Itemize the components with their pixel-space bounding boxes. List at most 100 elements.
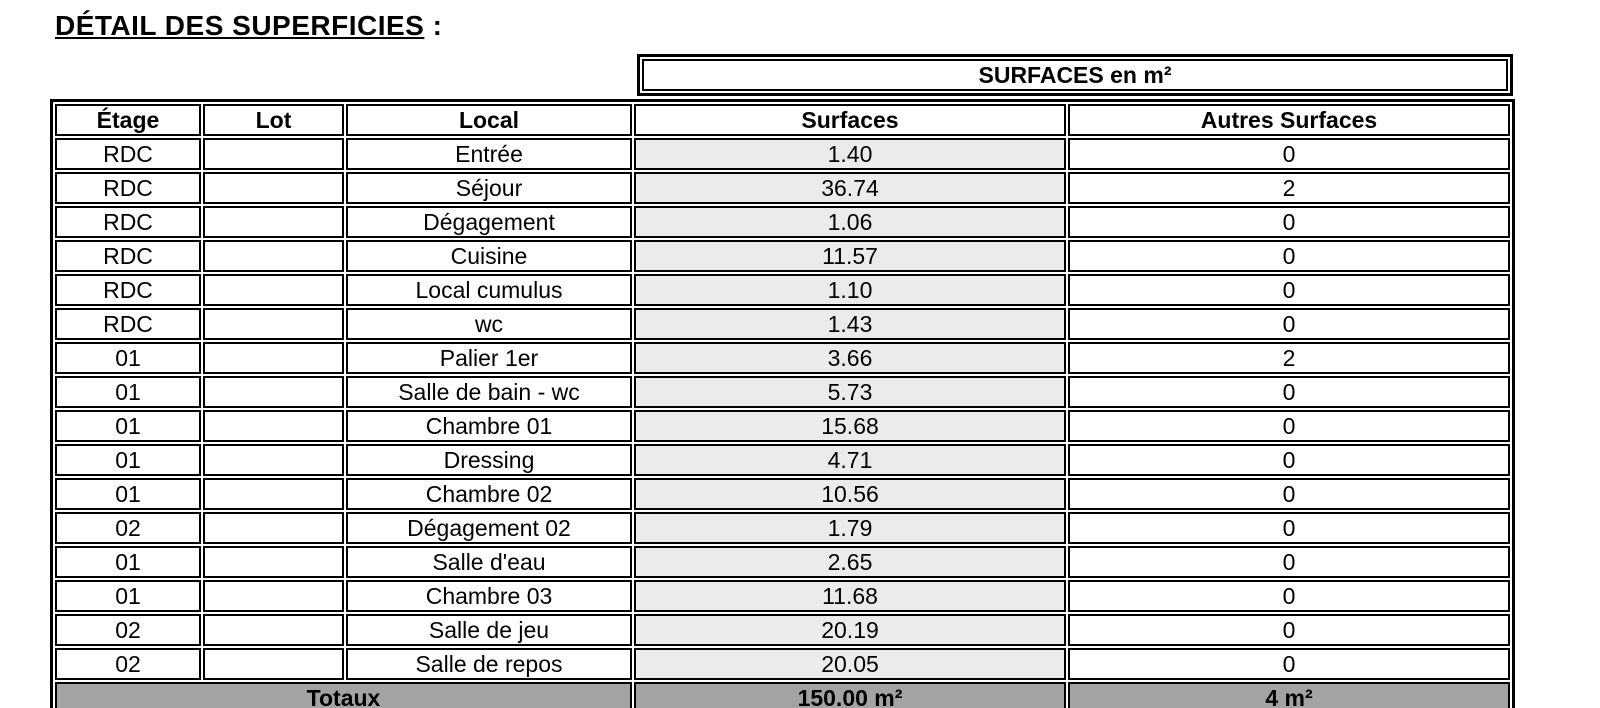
cell-surfaces: 1.43 (634, 308, 1066, 340)
cell-etage: RDC (55, 240, 201, 272)
cell-autres-surfaces: 0 (1068, 546, 1510, 578)
cell-autres-surfaces: 0 (1068, 138, 1510, 170)
header-lot: Lot (203, 104, 344, 136)
cell-etage: RDC (55, 206, 201, 238)
table-row: 02 Salle de repos 20.05 0 (55, 648, 1510, 680)
cell-surfaces: 10.56 (634, 478, 1066, 510)
table-row: RDC wc 1.43 0 (55, 308, 1510, 340)
cell-lot (203, 172, 344, 204)
cell-etage: RDC (55, 138, 201, 170)
table-header-row: Étage Lot Local Surfaces Autres Surfaces (55, 104, 1510, 136)
table-row: 01 Salle d'eau 2.65 0 (55, 546, 1510, 578)
cell-surfaces: 1.06 (634, 206, 1066, 238)
surfaces-banner-cell: SURFACES en m² (642, 59, 1508, 91)
cell-etage: 02 (55, 512, 201, 544)
cell-lot (203, 512, 344, 544)
cell-etage: 01 (55, 342, 201, 374)
cell-autres-surfaces: 0 (1068, 410, 1510, 442)
cell-etage: 02 (55, 648, 201, 680)
cell-lot (203, 274, 344, 306)
table-row: 01 Palier 1er 3.66 2 (55, 342, 1510, 374)
cell-etage: 01 (55, 546, 201, 578)
cell-lot (203, 376, 344, 408)
table-row: RDC Cuisine 11.57 0 (55, 240, 1510, 272)
totals-label: Totaux (55, 682, 632, 708)
cell-local: Dégagement (346, 206, 632, 238)
cell-local: Salle de jeu (346, 614, 632, 646)
cell-local: Salle de bain - wc (346, 376, 632, 408)
surfaces-banner: SURFACES en m² (637, 54, 1513, 96)
cell-local: Entrée (346, 138, 632, 170)
cell-surfaces: 20.05 (634, 648, 1066, 680)
cell-autres-surfaces: 0 (1068, 580, 1510, 612)
cell-lot (203, 614, 344, 646)
header-surfaces: Surfaces (634, 104, 1066, 136)
cell-autres-surfaces: 0 (1068, 648, 1510, 680)
cell-local: Chambre 03 (346, 580, 632, 612)
cell-surfaces: 1.40 (634, 138, 1066, 170)
cell-autres-surfaces: 0 (1068, 240, 1510, 272)
table-row: RDC Dégagement 1.06 0 (55, 206, 1510, 238)
cell-lot (203, 138, 344, 170)
cell-local: Local cumulus (346, 274, 632, 306)
cell-etage: 01 (55, 580, 201, 612)
cell-lot (203, 546, 344, 578)
cell-surfaces: 3.66 (634, 342, 1066, 374)
table-row: RDC Entrée 1.40 0 (55, 138, 1510, 170)
cell-surfaces: 1.79 (634, 512, 1066, 544)
table-row: 01 Chambre 02 10.56 0 (55, 478, 1510, 510)
cell-surfaces: 15.68 (634, 410, 1066, 442)
cell-autres-surfaces: 0 (1068, 478, 1510, 510)
cell-surfaces: 1.10 (634, 274, 1066, 306)
page-title-text: DÉTAIL DES SUPERFICIES (55, 10, 425, 41)
page-title: DÉTAIL DES SUPERFICIES : (55, 10, 1600, 42)
cell-etage: 01 (55, 478, 201, 510)
cell-local: Dressing (346, 444, 632, 476)
cell-local: Salle de repos (346, 648, 632, 680)
cell-local: Cuisine (346, 240, 632, 272)
cell-autres-surfaces: 0 (1068, 308, 1510, 340)
cell-lot (203, 410, 344, 442)
superficies-table: Étage Lot Local Surfaces Autres Surfaces… (50, 99, 1515, 708)
table-row: 02 Salle de jeu 20.19 0 (55, 614, 1510, 646)
cell-surfaces: 20.19 (634, 614, 1066, 646)
cell-local: Séjour (346, 172, 632, 204)
cell-etage: RDC (55, 308, 201, 340)
cell-local: Chambre 01 (346, 410, 632, 442)
cell-etage: 01 (55, 376, 201, 408)
cell-surfaces: 36.74 (634, 172, 1066, 204)
cell-surfaces: 5.73 (634, 376, 1066, 408)
cell-local: Salle d'eau (346, 546, 632, 578)
table-row: 01 Chambre 03 11.68 0 (55, 580, 1510, 612)
page-title-suffix: : (424, 10, 443, 41)
table-row: 01 Chambre 01 15.68 0 (55, 410, 1510, 442)
cell-local: Palier 1er (346, 342, 632, 374)
header-local: Local (346, 104, 632, 136)
surfaces-banner-row: SURFACES en m² (642, 59, 1508, 91)
cell-autres-surfaces: 0 (1068, 206, 1510, 238)
cell-lot (203, 444, 344, 476)
cell-etage: 01 (55, 444, 201, 476)
cell-autres-surfaces: 0 (1068, 444, 1510, 476)
cell-etage: 02 (55, 614, 201, 646)
cell-lot (203, 648, 344, 680)
table-row: 02 Dégagement 02 1.79 0 (55, 512, 1510, 544)
cell-surfaces: 2.65 (634, 546, 1066, 578)
cell-lot (203, 206, 344, 238)
cell-lot (203, 308, 344, 340)
totals-surfaces-value: 150.00 m² (634, 682, 1066, 708)
table-row: 01 Salle de bain - wc 5.73 0 (55, 376, 1510, 408)
totals-autres-value: 4 m² (1068, 682, 1510, 708)
table-body: RDC Entrée 1.40 0 RDC Séjour 36.74 2 RDC Dégageme… (55, 138, 1510, 680)
cell-etage: 01 (55, 410, 201, 442)
cell-lot (203, 580, 344, 612)
cell-lot (203, 478, 344, 510)
header-etage: Étage (55, 104, 201, 136)
cell-local: wc (346, 308, 632, 340)
cell-autres-surfaces: 0 (1068, 512, 1510, 544)
table-row: 01 Dressing 4.71 0 (55, 444, 1510, 476)
cell-local: Chambre 02 (346, 478, 632, 510)
cell-lot (203, 240, 344, 272)
cell-autres-surfaces: 0 (1068, 376, 1510, 408)
